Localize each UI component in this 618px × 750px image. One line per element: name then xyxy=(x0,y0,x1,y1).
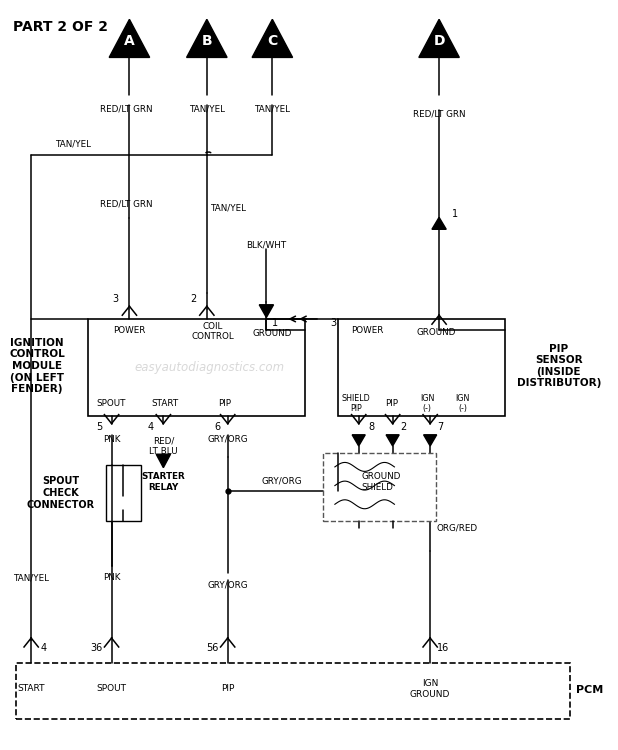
Text: BLK/WHT: BLK/WHT xyxy=(246,241,287,250)
Text: RED/LT GRN: RED/LT GRN xyxy=(100,200,153,208)
Text: 4: 4 xyxy=(40,644,46,653)
Text: GRY/ORG: GRY/ORG xyxy=(261,476,302,485)
Text: GROUND: GROUND xyxy=(417,328,456,337)
Bar xyxy=(323,454,436,520)
Text: GROUND: GROUND xyxy=(253,329,292,338)
Text: 7: 7 xyxy=(438,422,444,432)
Text: IGN
(-): IGN (-) xyxy=(420,394,434,413)
Text: 2: 2 xyxy=(190,294,196,304)
Polygon shape xyxy=(259,304,274,317)
Text: GROUND
SHIELD: GROUND SHIELD xyxy=(362,472,401,491)
Polygon shape xyxy=(423,435,437,446)
Text: TAN/YEL: TAN/YEL xyxy=(13,573,49,582)
Text: easyautodiagnostics.com: easyautodiagnostics.com xyxy=(135,361,285,374)
Text: SPOUT: SPOUT xyxy=(97,399,126,408)
Polygon shape xyxy=(386,435,399,446)
Text: SPOUT: SPOUT xyxy=(96,684,127,693)
Text: COIL
CONTROL: COIL CONTROL xyxy=(192,322,234,341)
Polygon shape xyxy=(187,20,227,58)
Text: RED/LT GRN: RED/LT GRN xyxy=(100,104,153,113)
Text: 8: 8 xyxy=(368,422,375,432)
Polygon shape xyxy=(352,435,365,446)
Text: SPOUT
CHECK
CONNECTOR: SPOUT CHECK CONNECTOR xyxy=(27,476,95,510)
Text: GRY/ORG: GRY/ORG xyxy=(208,580,248,590)
Text: PIP: PIP xyxy=(385,399,398,408)
Text: TAN/YEL: TAN/YEL xyxy=(189,104,225,113)
Text: SHIELD
PIP: SHIELD PIP xyxy=(342,394,371,413)
Text: PIP: PIP xyxy=(218,399,231,408)
Text: GRY/ORG: GRY/ORG xyxy=(208,435,248,444)
Text: 3: 3 xyxy=(112,294,119,304)
Polygon shape xyxy=(252,20,292,58)
Text: IGNITION
CONTROL
MODULE
(ON LEFT
FENDER): IGNITION CONTROL MODULE (ON LEFT FENDER) xyxy=(9,338,65,394)
Text: 3: 3 xyxy=(330,319,336,328)
Text: 5: 5 xyxy=(96,422,102,432)
Text: 1: 1 xyxy=(452,209,459,219)
Text: TAN/YEL: TAN/YEL xyxy=(255,104,290,113)
Text: 16: 16 xyxy=(438,644,449,653)
Text: 56: 56 xyxy=(206,644,219,653)
Text: PIP: PIP xyxy=(221,684,234,693)
Text: PCM: PCM xyxy=(576,686,603,695)
Bar xyxy=(106,465,142,520)
Polygon shape xyxy=(109,20,150,58)
Polygon shape xyxy=(156,454,171,468)
Text: D: D xyxy=(433,34,445,48)
Bar xyxy=(88,319,305,416)
Text: START: START xyxy=(17,684,45,693)
Text: IGN
GROUND: IGN GROUND xyxy=(410,680,451,698)
Text: PNK: PNK xyxy=(103,573,121,582)
Text: STARTER
RELAY: STARTER RELAY xyxy=(142,472,185,491)
Text: PNK: PNK xyxy=(103,435,121,444)
Polygon shape xyxy=(116,497,130,509)
Text: START: START xyxy=(151,399,179,408)
Text: PIP
SENSOR
(INSIDE
DISTRIBUTOR): PIP SENSOR (INSIDE DISTRIBUTOR) xyxy=(517,344,601,388)
Bar xyxy=(338,319,504,416)
Text: TAN/YEL: TAN/YEL xyxy=(55,140,91,148)
Text: ORG/RED: ORG/RED xyxy=(436,524,477,532)
Polygon shape xyxy=(432,217,446,229)
Text: C: C xyxy=(267,34,277,48)
Text: TAN/YEL: TAN/YEL xyxy=(210,203,246,212)
Text: A: A xyxy=(124,34,135,48)
Text: 6: 6 xyxy=(214,422,221,432)
Text: 2: 2 xyxy=(400,422,406,432)
Text: 36: 36 xyxy=(90,644,103,653)
Text: IGN
(-): IGN (-) xyxy=(455,394,470,413)
Text: RED/LT GRN: RED/LT GRN xyxy=(413,110,465,118)
Text: RED/
LT BLU: RED/ LT BLU xyxy=(149,436,178,456)
Text: PART 2 OF 2: PART 2 OF 2 xyxy=(14,20,108,34)
Text: B: B xyxy=(201,34,212,48)
Text: 1: 1 xyxy=(273,319,279,328)
Polygon shape xyxy=(419,20,459,58)
Text: POWER: POWER xyxy=(113,326,146,334)
Text: 4: 4 xyxy=(148,422,154,432)
Bar xyxy=(16,663,570,718)
Text: POWER: POWER xyxy=(352,326,384,334)
